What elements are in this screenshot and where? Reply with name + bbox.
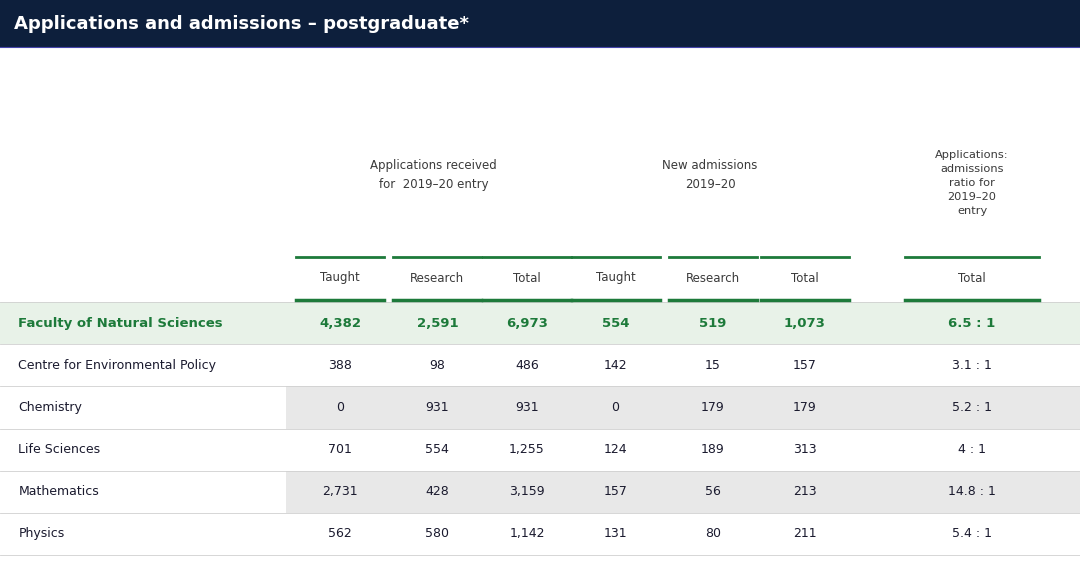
Text: Total: Total xyxy=(513,272,541,284)
Bar xyxy=(0,513,286,555)
Text: Faculty of Natural Sciences: Faculty of Natural Sciences xyxy=(18,316,222,329)
Bar xyxy=(286,471,1080,513)
Text: 554: 554 xyxy=(602,316,630,329)
Text: 124: 124 xyxy=(604,443,627,456)
Text: 98: 98 xyxy=(430,359,445,372)
Text: Physics: Physics xyxy=(18,527,65,541)
Text: 1,255: 1,255 xyxy=(509,443,545,456)
Text: 1,142: 1,142 xyxy=(510,527,544,541)
Text: Total: Total xyxy=(958,272,986,284)
Text: 142: 142 xyxy=(604,359,627,372)
Text: 211: 211 xyxy=(793,527,816,541)
Text: 931: 931 xyxy=(426,401,449,414)
Text: 0: 0 xyxy=(611,401,620,414)
Text: 2,731: 2,731 xyxy=(323,485,357,498)
Text: 1,073: 1,073 xyxy=(784,316,825,329)
Bar xyxy=(0,471,286,513)
Text: 80: 80 xyxy=(705,527,720,541)
Bar xyxy=(0,302,1080,344)
Text: 931: 931 xyxy=(515,401,539,414)
Text: 15: 15 xyxy=(705,359,720,372)
Bar xyxy=(0,0,1080,47)
Text: Life Sciences: Life Sciences xyxy=(18,443,100,456)
Bar xyxy=(0,344,286,386)
Bar xyxy=(0,386,286,428)
Text: New admissions
2019–20: New admissions 2019–20 xyxy=(662,159,758,191)
Text: Applications:
admissions
ratio for
2019–20
entry: Applications: admissions ratio for 2019–… xyxy=(935,150,1009,216)
Text: 486: 486 xyxy=(515,359,539,372)
Text: Applications received
for  2019–20 entry: Applications received for 2019–20 entry xyxy=(370,159,497,191)
Text: 179: 179 xyxy=(793,401,816,414)
Text: 189: 189 xyxy=(701,443,725,456)
Text: 14.8 : 1: 14.8 : 1 xyxy=(948,485,996,498)
Text: 131: 131 xyxy=(604,527,627,541)
Text: 562: 562 xyxy=(328,527,352,541)
Text: 157: 157 xyxy=(604,485,627,498)
Text: 5.2 : 1: 5.2 : 1 xyxy=(951,401,993,414)
Text: 213: 213 xyxy=(793,485,816,498)
Text: 157: 157 xyxy=(793,359,816,372)
Text: Applications and admissions – postgraduate*: Applications and admissions – postgradua… xyxy=(14,15,469,33)
Text: Total: Total xyxy=(791,272,819,284)
Text: Mathematics: Mathematics xyxy=(18,485,99,498)
Bar xyxy=(0,428,286,471)
Text: 0: 0 xyxy=(336,401,345,414)
Bar xyxy=(286,386,1080,428)
Text: 519: 519 xyxy=(699,316,727,329)
Text: 179: 179 xyxy=(701,401,725,414)
Text: 428: 428 xyxy=(426,485,449,498)
Text: 4 : 1: 4 : 1 xyxy=(958,443,986,456)
Text: 3,159: 3,159 xyxy=(510,485,544,498)
Text: 3.1 : 1: 3.1 : 1 xyxy=(953,359,991,372)
Text: 313: 313 xyxy=(793,443,816,456)
Text: 5.4 : 1: 5.4 : 1 xyxy=(951,527,993,541)
Text: 2,591: 2,591 xyxy=(417,316,458,329)
Text: Research: Research xyxy=(686,272,740,284)
Text: Research: Research xyxy=(410,272,464,284)
Text: 554: 554 xyxy=(426,443,449,456)
Text: 4,382: 4,382 xyxy=(320,316,361,329)
Text: 6,973: 6,973 xyxy=(507,316,548,329)
Text: 701: 701 xyxy=(328,443,352,456)
Text: Centre for Environmental Policy: Centre for Environmental Policy xyxy=(18,359,216,372)
Text: Taught: Taught xyxy=(321,272,360,284)
Text: Chemistry: Chemistry xyxy=(18,401,82,414)
Text: Taught: Taught xyxy=(596,272,635,284)
Text: 388: 388 xyxy=(328,359,352,372)
Text: 56: 56 xyxy=(705,485,720,498)
Text: 6.5 : 1: 6.5 : 1 xyxy=(948,316,996,329)
Text: 580: 580 xyxy=(426,527,449,541)
